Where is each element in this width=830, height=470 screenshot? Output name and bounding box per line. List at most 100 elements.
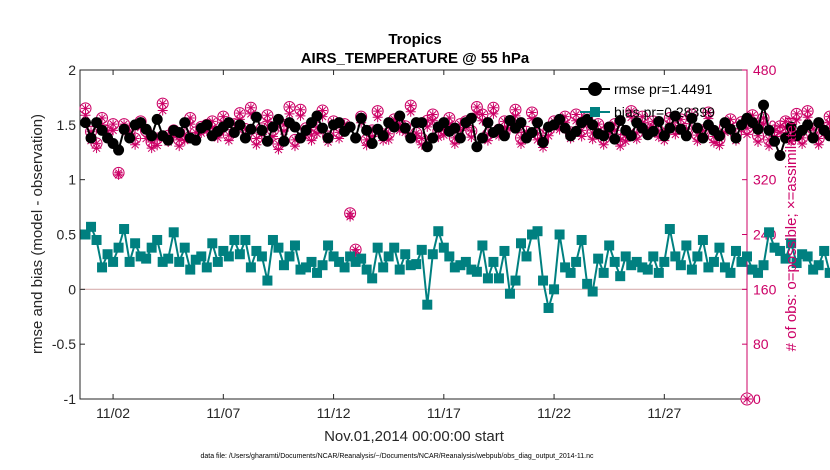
obs-possible-star: [786, 130, 796, 140]
rmse-point: [570, 125, 582, 137]
obs-assimilated-marker: [130, 139, 141, 150]
obs-assimilated-marker: [753, 136, 764, 147]
legend-rmse-label: rmse pr=1.4491: [614, 81, 713, 97]
obs-possible-star: [229, 119, 239, 129]
bias-point: [163, 253, 174, 264]
bias-point: [146, 242, 157, 253]
obs-assimilated-marker: [797, 139, 808, 150]
bias-point: [521, 251, 532, 262]
bias-point: [262, 275, 273, 286]
rmse-point: [465, 112, 477, 124]
bias-point: [824, 267, 830, 278]
bias-point: [97, 262, 108, 273]
obs-possible-star: [764, 135, 774, 145]
obs-possible-star: [207, 116, 217, 126]
bias-point: [361, 264, 372, 275]
rmse-point: [234, 119, 246, 131]
rmse-point: [774, 150, 786, 162]
obs-possible-star: [373, 106, 383, 116]
rmse-point: [664, 122, 676, 134]
bias-point: [747, 264, 758, 275]
bias-point: [218, 245, 229, 256]
rmse-point: [686, 112, 698, 124]
obs-assimilated-marker: [157, 105, 168, 116]
bias-point: [554, 229, 565, 240]
obs-possible-star: [797, 133, 807, 143]
obs-possible-star: [334, 127, 344, 137]
legend: rmse pr=1.4491 bias pr=0.28399: [580, 81, 715, 120]
rmse-point: [609, 133, 621, 145]
rmse-point: [151, 113, 163, 125]
rmse-point: [658, 130, 670, 142]
obs-assimilated-marker: [91, 143, 102, 154]
obs-assimilated-marker: [571, 115, 582, 126]
y-axis-right-label: # of obs: o=possible; ×=assimilated: [783, 117, 800, 352]
bias-point: [251, 245, 262, 256]
obs-possible-star: [125, 126, 135, 136]
bias-point: [620, 251, 631, 262]
obs-possible-star: [439, 124, 449, 134]
bias-point: [334, 256, 345, 267]
obs-possible-star: [455, 119, 465, 129]
bias-point: [560, 262, 571, 273]
rmse-point: [752, 123, 764, 135]
bias-point: [289, 240, 300, 251]
obs-assimilated-marker: [719, 127, 730, 138]
bias-point: [152, 234, 163, 245]
obs-possible-star: [814, 134, 824, 144]
obs-assimilated-marker: [504, 124, 515, 135]
obs-possible-star: [235, 108, 245, 118]
rmse-point: [598, 130, 610, 142]
rmse-point: [625, 130, 637, 142]
rmse-point: [300, 124, 312, 136]
legend-bias-label: bias pr=0.28399: [614, 104, 715, 120]
rmse-point: [724, 123, 736, 135]
bias-point: [245, 262, 256, 273]
obs-possible-star: [588, 128, 598, 138]
bias-point: [504, 288, 515, 299]
bias-point: [174, 256, 185, 267]
bias-point: [631, 256, 642, 267]
y-right-tick-label: 480: [753, 62, 777, 78]
obs-assimilated-marker: [670, 129, 681, 140]
bias-point: [312, 267, 323, 278]
rmse-point: [245, 123, 257, 135]
bias-point: [119, 224, 130, 235]
rmse-point: [91, 117, 103, 129]
bias-point: [692, 251, 703, 262]
bias-point: [86, 221, 97, 232]
rmse-point: [272, 113, 284, 125]
obs-assimilated-marker: [587, 134, 598, 145]
y-left-tick-label: 1: [68, 172, 76, 188]
bias-point: [91, 234, 102, 245]
obs-assimilated-marker: [350, 248, 361, 259]
rmse-point: [173, 127, 185, 139]
obs-possible-star: [417, 134, 427, 144]
obs-possible-star: [703, 107, 713, 117]
bias-point: [482, 273, 493, 284]
obs-assimilated-marker: [598, 139, 609, 150]
bias-point: [736, 256, 747, 267]
obs-assimilated-marker: [703, 113, 714, 124]
obs-possible-star: [577, 125, 587, 135]
obs-possible-star: [97, 113, 107, 123]
rmse-point: [498, 130, 510, 142]
bias-point: [758, 260, 769, 271]
rmse-point: [317, 122, 329, 134]
bias-point: [786, 238, 797, 249]
obs-possible-star: [472, 102, 482, 112]
rmse-point: [780, 132, 792, 144]
obs-possible-star: [384, 129, 394, 139]
obs-assimilated-marker: [449, 139, 460, 150]
x-tick-label: 11/07: [206, 405, 240, 421]
bias-point: [367, 273, 378, 284]
obs-assimilated-marker: [604, 128, 615, 139]
obs-possible-star: [643, 123, 653, 133]
bias-point: [383, 251, 394, 262]
bias-point: [135, 251, 146, 262]
bias-point: [477, 240, 488, 251]
bias-point: [234, 249, 245, 260]
bias-point: [604, 240, 615, 251]
obs-assimilated-marker: [334, 133, 345, 144]
obs-assimilated-marker: [427, 115, 438, 126]
